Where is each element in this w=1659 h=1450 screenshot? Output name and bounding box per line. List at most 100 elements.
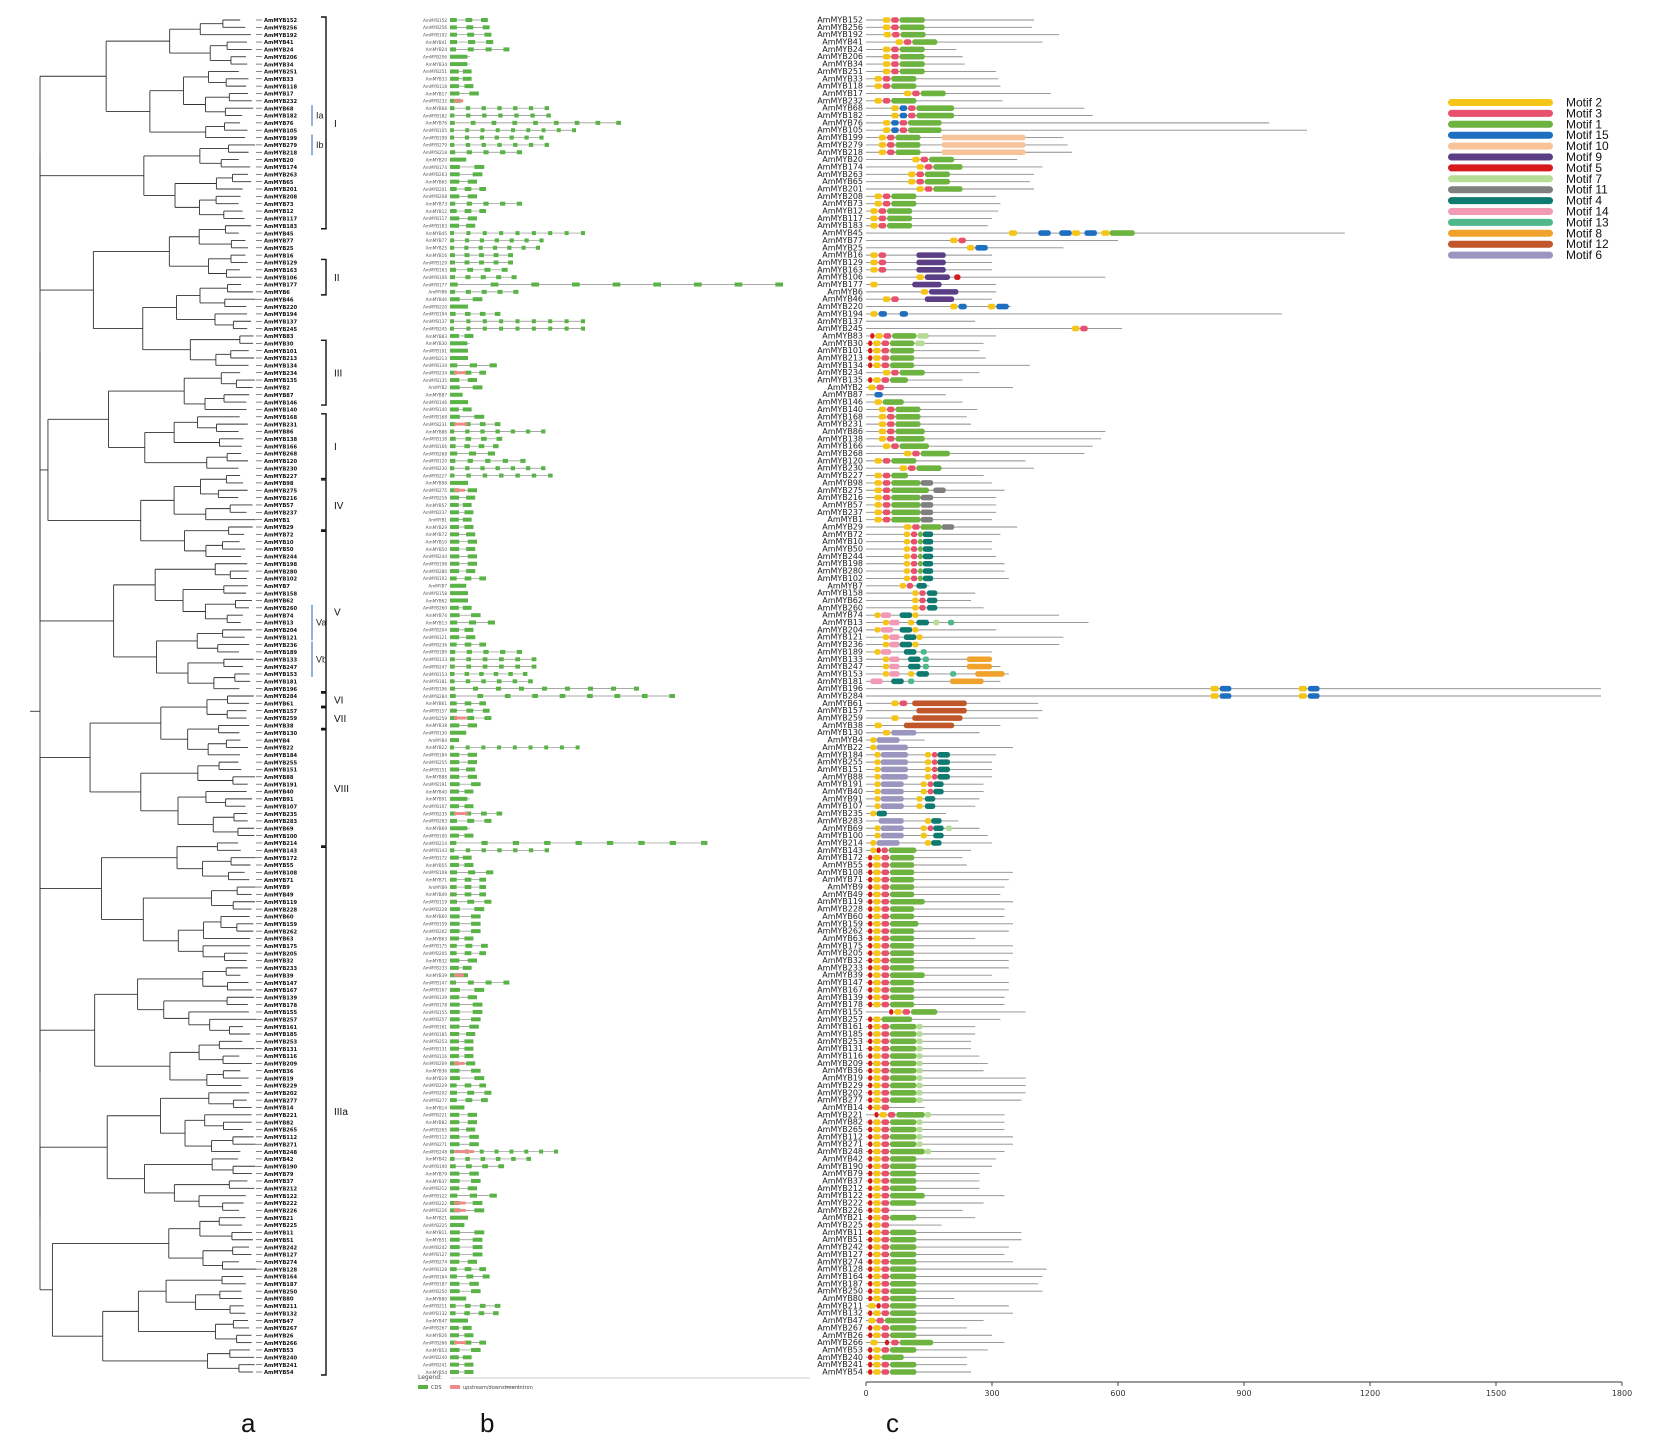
cds-block bbox=[464, 877, 472, 882]
motif-block bbox=[947, 619, 955, 626]
utr-block bbox=[454, 716, 467, 720]
cds-block bbox=[450, 1333, 459, 1338]
motif-block bbox=[878, 267, 887, 273]
motif-block bbox=[903, 531, 911, 538]
gene-structure-label: AmMYB221 bbox=[423, 1113, 447, 1118]
motif-block bbox=[899, 105, 908, 111]
motif-block bbox=[899, 627, 913, 633]
motif-block bbox=[903, 524, 912, 530]
cds-block bbox=[450, 1296, 467, 1301]
cds-block bbox=[464, 1340, 472, 1345]
motif-block bbox=[919, 590, 926, 596]
motif-block bbox=[880, 766, 908, 773]
gene-structure-label: AmMYB275 bbox=[423, 488, 447, 493]
motif-block bbox=[876, 840, 900, 846]
cds-block bbox=[479, 260, 484, 265]
gene-structure-label: AmMYB107 bbox=[423, 804, 447, 809]
cds-block bbox=[482, 25, 490, 30]
cds-block bbox=[450, 238, 455, 243]
clade-label: VIII bbox=[334, 784, 349, 795]
cds-block bbox=[616, 120, 621, 125]
tree-gene-label: AmMYB36 bbox=[264, 1069, 294, 1075]
gene-structure-label: AmMYB4 bbox=[428, 738, 447, 743]
motif-block bbox=[882, 472, 891, 479]
utr-block bbox=[454, 371, 466, 375]
motif-block bbox=[922, 575, 934, 582]
motif-block bbox=[916, 1119, 923, 1125]
cds-block bbox=[479, 885, 486, 890]
tree-gene-label: AmMYB253 bbox=[264, 1040, 298, 1046]
motif-block bbox=[878, 818, 904, 824]
motif-block bbox=[889, 906, 915, 912]
cds-block bbox=[450, 1098, 457, 1103]
cds-block bbox=[479, 135, 485, 140]
tree-gene-label: AmMYB182 bbox=[264, 114, 298, 120]
motif-block bbox=[881, 1141, 890, 1148]
clade-label: II bbox=[334, 273, 340, 284]
tree-gene-label: AmMYB62 bbox=[264, 599, 294, 605]
cds-block bbox=[450, 576, 457, 581]
motif-gene-label: AmMYB155 bbox=[817, 1007, 863, 1016]
cds-block bbox=[466, 547, 476, 552]
cds-block bbox=[464, 642, 472, 647]
motif-gene-label: AmMYB283 bbox=[817, 816, 863, 825]
motif-block bbox=[873, 1229, 881, 1236]
gene-structure-label: AmMYB102 bbox=[423, 576, 447, 581]
motif-gene-label: AmMYB13 bbox=[822, 618, 863, 627]
motif-block bbox=[1219, 693, 1232, 699]
cds-block bbox=[526, 128, 531, 133]
clade-bracket bbox=[321, 846, 327, 1376]
motif-block bbox=[891, 700, 899, 707]
gene-structure-label: AmMYB279 bbox=[423, 143, 447, 148]
motif-block bbox=[873, 362, 881, 369]
motif-block bbox=[868, 1258, 873, 1265]
cds-block bbox=[499, 231, 504, 236]
cds-block bbox=[450, 701, 457, 706]
motif-block bbox=[882, 663, 890, 670]
motif-block bbox=[873, 1023, 881, 1030]
cds-block bbox=[450, 142, 455, 147]
motif-block bbox=[868, 1281, 873, 1287]
cds-block bbox=[467, 267, 474, 272]
motif-block bbox=[891, 46, 899, 53]
cds-block bbox=[450, 1245, 460, 1250]
motif-block bbox=[873, 1295, 881, 1302]
cds-block bbox=[495, 1156, 501, 1161]
cds-block bbox=[462, 407, 472, 412]
motif-block bbox=[889, 663, 900, 670]
motif-block bbox=[908, 671, 915, 677]
motif-block bbox=[874, 751, 881, 758]
gene-structure-label: AmMYB255 bbox=[423, 760, 447, 765]
cds-block bbox=[508, 260, 513, 265]
cds-block bbox=[528, 745, 533, 750]
motif-block bbox=[882, 98, 891, 104]
gene-structure-label: AmMYB232 bbox=[423, 99, 447, 104]
cds-block bbox=[450, 216, 460, 221]
cds-block bbox=[450, 863, 459, 867]
motif-block bbox=[889, 347, 915, 354]
cds-block bbox=[478, 245, 483, 250]
motif-block bbox=[924, 1148, 932, 1155]
motif-block bbox=[868, 1089, 873, 1096]
cds-block bbox=[464, 238, 470, 243]
cds-block bbox=[496, 811, 503, 816]
motif-gene-label: AmMYB209 bbox=[817, 1059, 863, 1068]
clade-bracket bbox=[321, 692, 327, 708]
motif-block bbox=[873, 1001, 881, 1008]
motif-block bbox=[916, 178, 924, 185]
motif-block bbox=[889, 1310, 917, 1317]
motif-block bbox=[881, 1236, 890, 1243]
motif-legend-swatch bbox=[1448, 218, 1553, 226]
tree-gene-label: AmMYB206 bbox=[264, 55, 298, 61]
cds-block bbox=[450, 987, 460, 992]
motif-block bbox=[891, 443, 899, 449]
motif-block bbox=[868, 1229, 873, 1236]
cds-block bbox=[493, 444, 499, 449]
motif-block bbox=[889, 1053, 917, 1059]
cds-block bbox=[494, 1303, 501, 1308]
motif-block bbox=[881, 1089, 890, 1096]
motif-block bbox=[899, 120, 908, 126]
tree-gene-labels: AmMYB152AmMYB256AmMYB192AmMYB41AmMYB24Am… bbox=[264, 18, 298, 1376]
motif-block bbox=[873, 854, 881, 861]
motif-panel: AmMYB152AmMYB256AmMYB192AmMYB41AmMYB24Am… bbox=[817, 16, 1601, 1377]
